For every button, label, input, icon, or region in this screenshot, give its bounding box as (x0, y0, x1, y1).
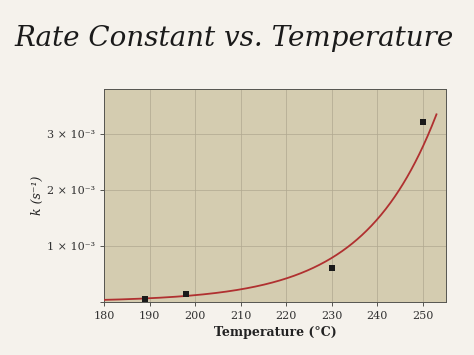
Text: Rate Constant vs. Temperature: Rate Constant vs. Temperature (14, 25, 454, 52)
Point (419, 120, 427, 125)
Point (182, 291, 190, 297)
Y-axis label: k (s⁻¹): k (s⁻¹) (31, 176, 45, 215)
X-axis label: Temperature (°C): Temperature (°C) (214, 326, 336, 339)
Point (141, 296, 149, 302)
Point (328, 265, 336, 271)
